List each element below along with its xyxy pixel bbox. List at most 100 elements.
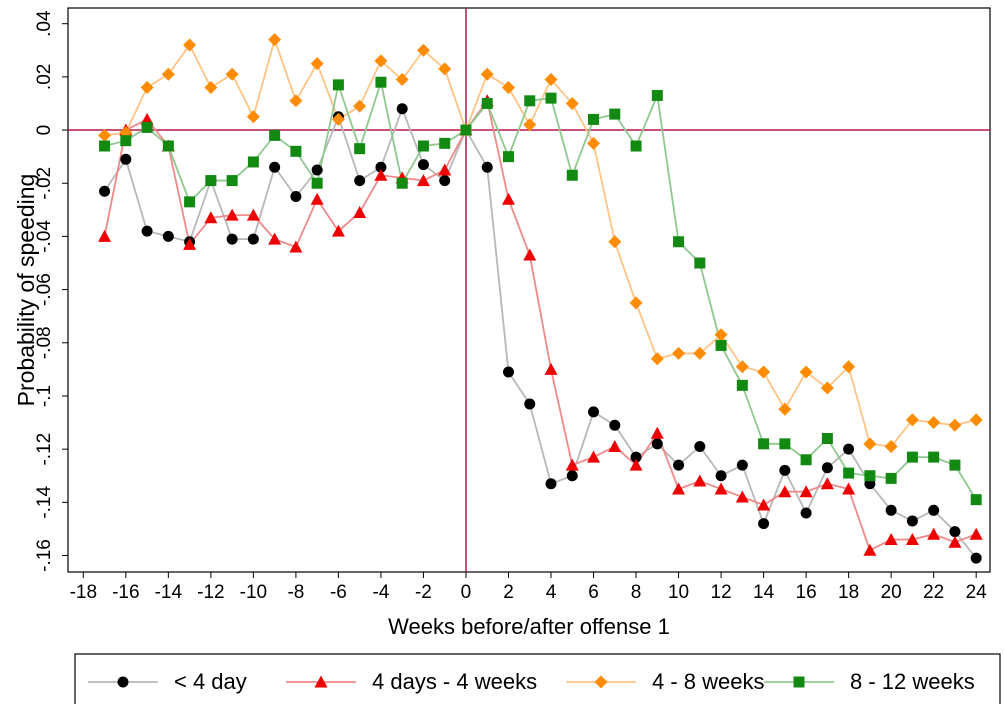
data-point bbox=[99, 140, 111, 152]
data-point bbox=[608, 235, 622, 249]
legend-box bbox=[74, 653, 1001, 704]
data-point bbox=[184, 196, 196, 208]
data-point bbox=[246, 208, 260, 221]
data-point bbox=[269, 161, 281, 173]
data-point bbox=[884, 533, 898, 546]
data-point bbox=[905, 533, 919, 546]
y-tick-label: -.08 bbox=[34, 326, 55, 359]
data-point bbox=[204, 211, 218, 224]
data-point bbox=[416, 174, 430, 187]
x-tick-label: -14 bbox=[155, 582, 183, 603]
data-point bbox=[884, 439, 898, 453]
data-point bbox=[650, 352, 664, 366]
x-tick-label: 16 bbox=[796, 582, 817, 603]
data-point bbox=[289, 94, 303, 108]
x-tick-label: -16 bbox=[112, 582, 139, 603]
data-point bbox=[821, 433, 833, 445]
data-point bbox=[481, 161, 493, 173]
data-point bbox=[736, 379, 748, 391]
x-tick-label: 24 bbox=[966, 582, 988, 603]
x-tick-label: 6 bbox=[588, 582, 599, 603]
data-point bbox=[757, 498, 771, 511]
x-tick-label: 2 bbox=[503, 582, 514, 603]
data-point bbox=[779, 464, 791, 476]
data-point bbox=[672, 482, 686, 495]
data-point bbox=[609, 419, 621, 431]
data-point bbox=[269, 129, 281, 141]
x-tick-label: -8 bbox=[287, 582, 304, 603]
data-point bbox=[311, 177, 323, 189]
data-point bbox=[310, 192, 324, 205]
y-axis-title: Probability of speeding bbox=[13, 174, 39, 407]
data-point bbox=[353, 205, 367, 218]
legend-label: < 4 day bbox=[174, 669, 247, 694]
data-point bbox=[268, 232, 282, 245]
data-point bbox=[566, 470, 578, 482]
data-point bbox=[673, 236, 685, 248]
data-point bbox=[587, 136, 601, 150]
data-point bbox=[523, 248, 537, 261]
data-point bbox=[565, 96, 579, 110]
data-point bbox=[523, 118, 537, 132]
data-point bbox=[608, 439, 622, 452]
y-tick-label: -.02 bbox=[34, 167, 55, 200]
data-point bbox=[247, 156, 259, 168]
data-point bbox=[736, 459, 748, 471]
x-tick-label: 0 bbox=[461, 582, 472, 603]
data-point bbox=[673, 459, 685, 471]
data-point bbox=[502, 151, 514, 163]
data-point bbox=[970, 494, 982, 506]
data-point bbox=[460, 124, 472, 136]
data-point bbox=[310, 57, 324, 71]
data-point bbox=[715, 470, 727, 482]
data-point bbox=[247, 233, 259, 245]
data-point bbox=[843, 443, 855, 455]
data-point bbox=[524, 398, 536, 410]
data-point bbox=[735, 490, 749, 503]
x-tick-label: -2 bbox=[415, 582, 432, 603]
data-point bbox=[439, 137, 451, 149]
y-tick-label: -.1 bbox=[34, 385, 55, 407]
data-point bbox=[438, 62, 452, 76]
y-tick-label: -.12 bbox=[34, 433, 55, 466]
data-point bbox=[864, 470, 876, 482]
x-tick-label: -10 bbox=[240, 582, 267, 603]
data-point bbox=[630, 451, 642, 463]
data-point bbox=[885, 504, 897, 516]
data-point bbox=[331, 224, 345, 237]
data-point bbox=[863, 437, 877, 451]
data-point bbox=[778, 485, 792, 498]
data-point bbox=[98, 128, 112, 142]
data-point bbox=[629, 458, 643, 471]
data-point bbox=[120, 153, 132, 165]
x-tick-label: 18 bbox=[838, 582, 859, 603]
data-point bbox=[820, 477, 834, 490]
data-point bbox=[566, 169, 578, 181]
legend-label: 4 - 8 weeks bbox=[652, 669, 765, 694]
data-point bbox=[693, 474, 707, 487]
data-point bbox=[375, 161, 387, 173]
data-point bbox=[588, 113, 600, 125]
series-line bbox=[104, 36, 977, 448]
data-point bbox=[969, 413, 983, 427]
legend-label: 4 days - 4 weeks bbox=[372, 669, 537, 694]
data-point bbox=[353, 99, 367, 113]
data-point bbox=[331, 112, 345, 126]
data-point bbox=[948, 535, 962, 548]
data-point bbox=[396, 103, 408, 115]
data-point bbox=[481, 97, 493, 109]
data-point bbox=[843, 467, 855, 479]
data-point bbox=[672, 346, 686, 360]
y-tick-label: -.14 bbox=[34, 486, 55, 519]
x-tick-label: -6 bbox=[330, 582, 347, 603]
data-point bbox=[226, 233, 238, 245]
data-point bbox=[374, 168, 388, 181]
data-point bbox=[758, 438, 770, 450]
data-point bbox=[949, 459, 961, 471]
x-tick-label: 8 bbox=[631, 582, 642, 603]
x-tick-label: 4 bbox=[546, 582, 557, 603]
data-point bbox=[545, 478, 557, 490]
x-axis-title: Weeks before/after offense 1 bbox=[388, 614, 670, 639]
data-point bbox=[205, 175, 217, 187]
data-point bbox=[502, 366, 514, 378]
